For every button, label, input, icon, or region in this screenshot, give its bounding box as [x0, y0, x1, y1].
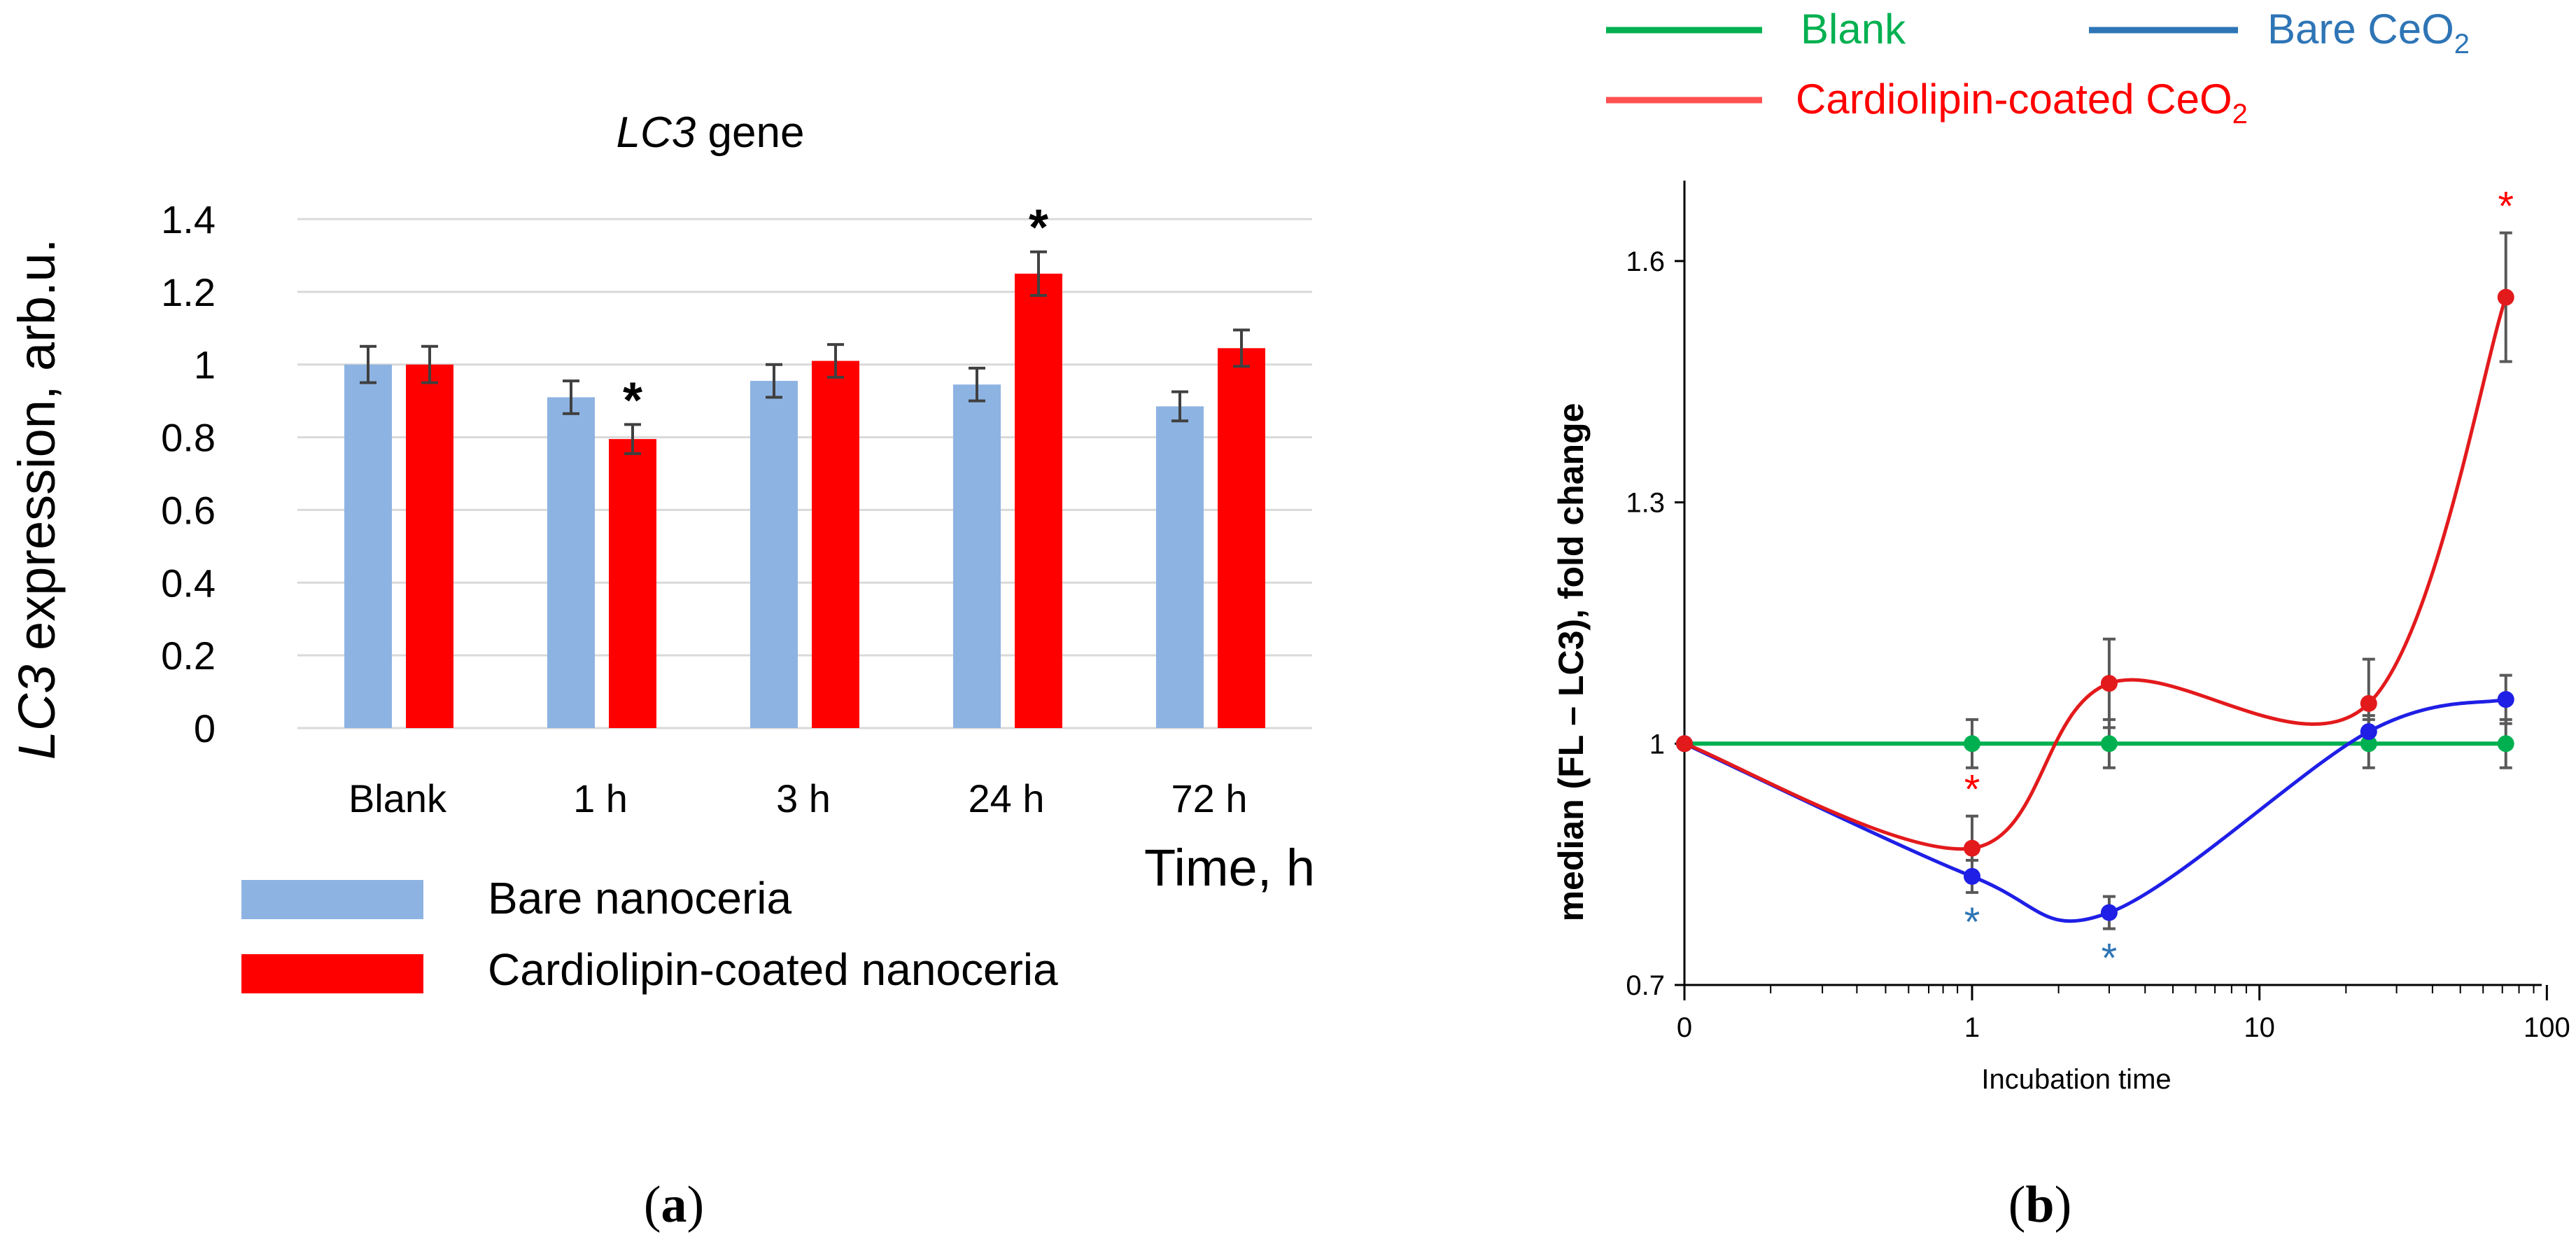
series-line-cardiolipin-coated-ceo	[1684, 296, 2508, 851]
x-tick-label-10: 10	[2244, 1012, 2275, 1043]
x-tick-label-72-h: 72 h	[1171, 776, 1248, 820]
chart-a-y-tick-labels: 0 0.2 0.4 0.6 0.8 1 1.2 1.4	[161, 197, 216, 750]
x-tick-label-100: 100	[2524, 1012, 2570, 1043]
data-point-blank-1	[1964, 735, 1980, 753]
x-tick-label-24-h: 24 h	[969, 776, 1045, 820]
y-tick-label-0-8: 0.8	[161, 416, 216, 460]
chart-b-y-axis-label: median (FL – LC3), fold change	[1551, 403, 1591, 922]
y-tick-label-1: 1	[1649, 729, 1665, 760]
significance-marker-cardiolipin-coated-nanoceria-24-h: *	[1029, 200, 1048, 256]
bar-cardiolipin-coated-nanoceria-72-h	[1218, 348, 1265, 728]
legend-label-bare-nanoceria: Bare nanoceria	[488, 873, 791, 923]
bar-bare-nanoceria-blank	[344, 364, 392, 728]
y-tick-label-1-2: 1.2	[161, 270, 216, 314]
chart-a-x-tick-labels: Blank 1 h 3 h 24 h 72 h	[349, 776, 1248, 820]
data-point-blank-72	[2497, 735, 2514, 753]
y-tick-label-0-6: 0.6	[161, 488, 216, 532]
data-point-bare-ceo-1	[1964, 867, 1980, 885]
y-tick-label-0: 0	[194, 706, 216, 750]
y-tick-label-1-6: 1.6	[1626, 246, 1665, 277]
significance-marker-bare-ceo-3: *	[2102, 936, 2118, 981]
significance-marker-bare-ceo-1: *	[1964, 900, 1980, 945]
chart-a-y-axis-label: LC3 expression, arb.u.	[8, 239, 66, 760]
bar-cardiolipin-coated-nanoceria-blank	[406, 364, 453, 728]
data-point-cardiolipin-coated-ceo-1	[1964, 839, 1980, 857]
significance-marker-cardiolipin-coated-ceo-72: *	[2498, 184, 2514, 230]
x-tick-label-1: 1	[1964, 1012, 1980, 1043]
data-point-cardiolipin-coated-ceo-24	[2360, 694, 2377, 712]
bar-bare-nanoceria-3-h	[750, 381, 798, 728]
chart-a-x-axis-label: Time, h	[1144, 839, 1315, 897]
bar-cardiolipin-coated-nanoceria-24-h	[1015, 273, 1062, 729]
chart-b-series: * * * *	[1676, 184, 2514, 981]
bar-cardiolipin-coated-nanoceria-1-h	[609, 439, 656, 728]
x-tick-label-1-h: 1 h	[573, 776, 628, 820]
y-tick-label-1-4: 1.4	[161, 197, 216, 242]
chart-a-bars: **	[344, 200, 1265, 729]
bar-bare-nanoceria-1-h	[547, 397, 595, 728]
y-tick-label-0-2: 0.2	[161, 634, 216, 678]
legend-label-cardiolipin-nanoceria: Cardiolipin-coated nanoceria	[488, 944, 1058, 995]
legend-label-blank: Blank	[1801, 6, 1906, 53]
panel-label-a: (a)	[644, 1176, 704, 1233]
x-tick-label-0: 0	[1677, 1012, 1692, 1043]
data-point-bare-ceo-24	[2360, 723, 2377, 741]
data-point-bare-ceo-72	[2497, 691, 2514, 708]
bar-bare-nanoceria-72-h	[1156, 406, 1204, 728]
y-tick-label-1-3: 1.3	[1626, 488, 1665, 519]
data-point-bare-ceo-3	[2100, 904, 2118, 921]
bar-bare-nanoceria-24-h	[953, 384, 1001, 728]
significance-marker-cardiolipin-coated-ceo-1: *	[1964, 767, 1980, 813]
panel-b-line-chart: Blank Bare CeO2 Cardiolipin-coated CeO2 …	[1551, 6, 2570, 1233]
bar-cardiolipin-coated-nanoceria-3-h	[812, 361, 859, 728]
chart-b-axes: 0.7 1 1.3 1.6 0 1 10 100	[1626, 181, 2570, 1043]
significance-marker-cardiolipin-coated-nanoceria-1-h: *	[623, 372, 642, 428]
data-point-cardiolipin-coated-ceo-0	[1676, 735, 1693, 753]
x-tick-label-blank: Blank	[349, 776, 447, 820]
series-line-bare-ceo	[1683, 697, 2507, 923]
y-tick-label-0-7: 0.7	[1626, 970, 1665, 1001]
legend-label-bare-ceo2: Bare CeO2	[2267, 6, 2470, 60]
data-point-blank-3	[2100, 735, 2118, 753]
legend-swatch-bare-nanoceria	[241, 880, 423, 919]
legend-swatch-cardiolipin-nanoceria	[241, 954, 423, 993]
y-tick-label-0-4: 0.4	[161, 561, 216, 605]
x-tick-label-3-h: 3 h	[776, 776, 831, 820]
panel-a-bar-chart: LC3 gene 00.20.40.60.811.21.4 ** Blank 1 …	[8, 109, 1315, 1233]
data-point-cardiolipin-coated-ceo-72	[2497, 288, 2514, 306]
chart-b-legend: Blank Bare CeO2 Cardiolipin-coated CeO2	[1606, 6, 2470, 130]
chart-a-title: LC3 gene	[617, 109, 805, 157]
legend-label-cardiolipin-ceo2: Cardiolipin-coated CeO2	[1796, 76, 2248, 130]
data-point-cardiolipin-coated-ceo-3	[2100, 675, 2118, 692]
chart-a-gridlines	[297, 218, 1312, 729]
y-tick-label-1: 1	[194, 343, 216, 387]
chart-b-x-axis-label: Incubation time	[1981, 1064, 2171, 1095]
data-point-blank-24	[2360, 735, 2377, 753]
panel-label-b: (b)	[2008, 1176, 2071, 1233]
chart-a-legend: Bare nanoceria Cardiolipin-coated nanoce…	[241, 873, 1058, 995]
